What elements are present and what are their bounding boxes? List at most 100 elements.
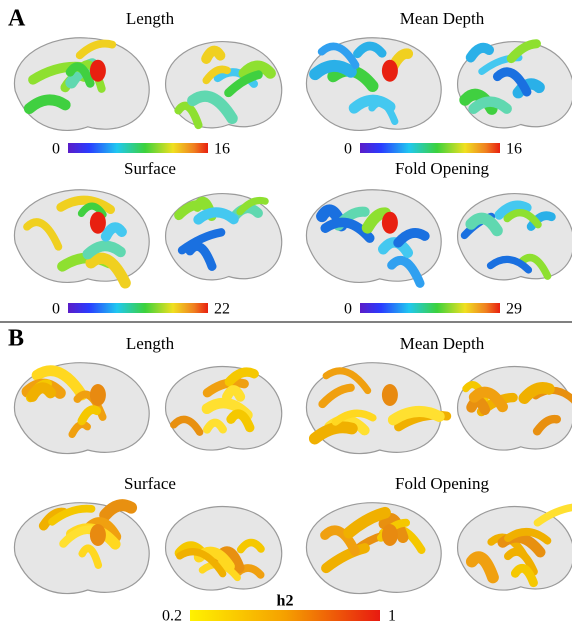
gyrus xyxy=(77,202,107,219)
gyrus xyxy=(317,42,360,70)
gyrus xyxy=(176,548,227,578)
gyrus xyxy=(331,409,377,426)
gyrus xyxy=(526,211,556,231)
colorbar-min: 0 xyxy=(344,141,352,158)
gyrus xyxy=(193,207,239,225)
gyrus xyxy=(170,415,204,436)
gyrus xyxy=(82,240,126,260)
hot-spot xyxy=(89,59,106,82)
gyrus xyxy=(56,195,116,215)
gyrus xyxy=(387,256,425,288)
brain xyxy=(13,499,150,595)
gyrus xyxy=(320,217,375,243)
brain xyxy=(305,362,452,455)
gyrus xyxy=(503,547,538,576)
map-title: Fold Opening xyxy=(395,159,489,178)
gyrus xyxy=(465,212,503,237)
gyrus xyxy=(202,65,231,85)
gyrus xyxy=(99,499,138,522)
colorbar-max: 16 xyxy=(214,141,230,158)
hot-spot xyxy=(381,524,398,546)
gyrus xyxy=(224,367,259,387)
gyrus xyxy=(510,563,538,588)
gyrus xyxy=(318,383,355,409)
gyrus xyxy=(48,504,96,526)
gyrus xyxy=(308,421,358,445)
gyrus xyxy=(504,527,552,545)
colorbar xyxy=(190,610,380,621)
gyrus xyxy=(492,67,532,97)
gyrus xyxy=(361,207,392,234)
hot-spot xyxy=(89,384,106,406)
map-title: Mean Depth xyxy=(400,334,485,353)
gyrus xyxy=(506,39,541,64)
brain xyxy=(13,362,150,455)
gyrus xyxy=(236,196,269,216)
gyrus xyxy=(78,544,103,569)
gyrus xyxy=(494,200,532,220)
gyrus xyxy=(77,405,102,426)
colorbar xyxy=(360,143,500,153)
panel-label: A xyxy=(8,6,26,32)
gyrus xyxy=(468,96,512,114)
gyrus xyxy=(238,60,276,79)
gyrus xyxy=(518,382,555,405)
gyrus xyxy=(224,70,263,98)
hot-spot xyxy=(89,524,106,546)
colorbar-min: 0.2 xyxy=(162,608,182,625)
brain xyxy=(305,189,442,288)
gyrus xyxy=(59,525,96,548)
gyrus xyxy=(85,252,131,289)
hot-spot xyxy=(381,59,398,82)
gyrus xyxy=(465,551,499,584)
gyrus xyxy=(517,253,552,280)
gyrus xyxy=(393,227,430,248)
gyrus xyxy=(343,506,391,539)
gyrus xyxy=(368,99,399,126)
gyrus xyxy=(512,78,545,99)
gyrus xyxy=(187,90,238,125)
colorbar-max: 29 xyxy=(506,301,522,318)
colorbar xyxy=(68,143,208,153)
colorbar-min: 0 xyxy=(344,301,352,318)
gyrus xyxy=(466,395,491,415)
gyrus xyxy=(503,209,542,229)
brain-outline xyxy=(164,193,283,281)
colorbar-max: 16 xyxy=(506,141,522,158)
map-title: Length xyxy=(126,9,175,28)
map-title: Fold Opening xyxy=(395,474,489,493)
brain xyxy=(13,189,150,289)
brain xyxy=(456,365,572,451)
gyrus xyxy=(468,386,508,413)
colorbar xyxy=(68,303,208,313)
gyrus xyxy=(174,101,203,130)
colorbar-min: 0 xyxy=(52,141,60,158)
gyrus xyxy=(532,414,562,436)
gyrus xyxy=(75,39,117,60)
gyrus xyxy=(202,418,227,434)
map-title: Mean Depth xyxy=(400,9,485,28)
brain xyxy=(305,502,442,595)
brain xyxy=(305,37,442,132)
brain xyxy=(164,41,283,130)
gyrus xyxy=(201,45,226,64)
brain-outline xyxy=(13,37,150,132)
gyrus xyxy=(23,94,71,115)
gyrus xyxy=(177,228,226,255)
map-title: Surface xyxy=(124,159,176,178)
gyrus xyxy=(226,409,255,433)
hot-spot xyxy=(89,211,106,234)
map-title: Length xyxy=(126,334,175,353)
gyrus xyxy=(533,503,572,527)
gyrus xyxy=(68,420,91,439)
gyrus xyxy=(486,255,533,274)
brain xyxy=(456,193,572,281)
gyrus xyxy=(387,406,445,426)
gyrus xyxy=(321,543,370,574)
gyrus xyxy=(322,367,372,395)
gyrus xyxy=(185,241,217,271)
panel-label: B xyxy=(8,326,24,352)
gyrus xyxy=(236,538,265,554)
brain xyxy=(164,505,283,591)
